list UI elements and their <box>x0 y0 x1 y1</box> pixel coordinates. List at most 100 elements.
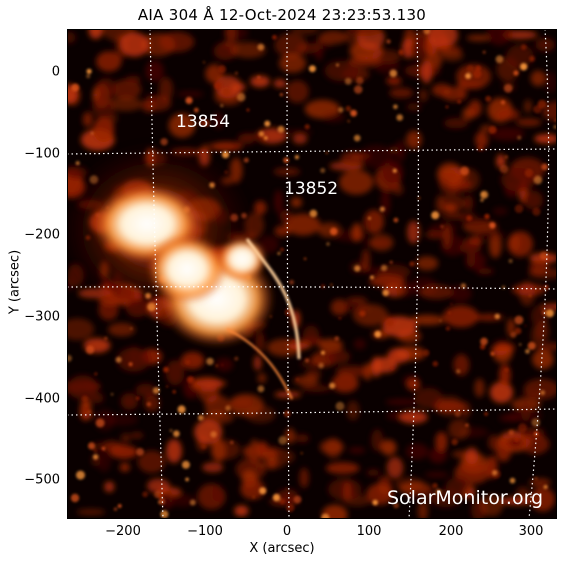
plasma-blob <box>101 29 136 42</box>
bright-point <box>257 43 265 51</box>
bright-point <box>285 488 288 490</box>
plasma-blob <box>229 157 243 184</box>
bright-point <box>529 294 532 297</box>
plasma-blob <box>361 248 371 272</box>
plasma-blob <box>331 373 359 393</box>
bright-point <box>320 168 326 173</box>
bright-point <box>198 414 204 421</box>
bright-point <box>534 477 538 480</box>
plasma-blob <box>492 207 508 215</box>
y-tick-label: −300 <box>24 309 60 325</box>
x-tick-label: 0 <box>282 524 292 539</box>
bright-point <box>472 69 482 79</box>
plasma-blob <box>346 400 360 421</box>
plasma-blob <box>285 213 321 236</box>
plasma-blob <box>255 331 265 353</box>
bright-point <box>533 175 543 185</box>
plasma-blob <box>385 398 419 406</box>
bright-point <box>519 343 522 346</box>
bright-point <box>163 366 169 373</box>
bright-point <box>85 345 95 355</box>
bright-point <box>257 385 265 393</box>
bright-point <box>218 65 227 73</box>
plasma-blob <box>92 95 114 119</box>
plasma-blob <box>437 194 466 213</box>
plasma-blob <box>290 29 320 36</box>
plasma-blob <box>498 496 534 506</box>
bright-point <box>230 440 234 445</box>
bright-point <box>146 402 151 407</box>
bright-point <box>338 107 344 113</box>
plasma-blob <box>191 376 223 392</box>
bright-point <box>90 131 94 135</box>
bright-point <box>115 356 122 363</box>
bright-point <box>514 204 524 213</box>
plasma-blob <box>96 449 112 473</box>
bright-point <box>263 136 268 140</box>
bright-point <box>237 93 246 102</box>
plasma-blob <box>346 296 368 305</box>
solar-image-canvas <box>67 29 557 519</box>
bright-point <box>490 351 495 356</box>
bright-point <box>529 55 535 62</box>
plasma-blob <box>429 222 459 235</box>
bright-point <box>185 96 193 105</box>
plasma-blob <box>476 268 494 275</box>
plasma-blob <box>342 481 352 501</box>
plasma-blob <box>448 285 472 303</box>
bright-point <box>393 104 398 110</box>
bright-point <box>318 362 324 369</box>
y-tick-label: −100 <box>24 146 60 162</box>
bright-point <box>482 50 486 54</box>
plasma-blob <box>314 37 324 61</box>
bright-point <box>417 196 421 200</box>
bright-point <box>368 216 371 220</box>
bright-point <box>539 251 549 260</box>
bright-point <box>532 207 541 216</box>
solar-image <box>67 29 557 519</box>
plasma-blob <box>253 355 262 371</box>
bright-point <box>214 81 223 90</box>
plasma-blob <box>443 117 469 129</box>
x-tick-label: 100 <box>356 524 382 539</box>
bright-point <box>234 71 238 75</box>
bright-point <box>110 393 114 396</box>
bright-point <box>272 35 277 40</box>
bright-point <box>500 100 506 105</box>
plasma-blob <box>196 434 208 452</box>
bright-point <box>309 209 318 218</box>
bright-point <box>88 410 92 414</box>
bright-point <box>258 131 265 137</box>
plasma-blob <box>386 456 404 479</box>
plasma-blob <box>349 42 384 61</box>
bright-point <box>264 120 271 127</box>
bright-point <box>222 88 231 97</box>
bright-point <box>508 259 513 263</box>
plasma-blob <box>158 77 173 102</box>
active-region-label: 13852 <box>284 179 339 199</box>
plasma-blob <box>82 111 93 128</box>
plasma-blob <box>278 53 307 73</box>
plasma-blob <box>242 445 253 458</box>
bright-point <box>277 125 285 133</box>
plasma-blob <box>135 383 156 397</box>
plasma-blob <box>319 439 344 455</box>
plasma-blob <box>459 242 482 254</box>
bright-point <box>524 324 527 327</box>
bright-point <box>435 489 442 495</box>
plasma-blob <box>240 479 265 500</box>
bright-point <box>335 401 345 411</box>
x-tick-label: 200 <box>438 524 464 539</box>
plasma-blob <box>381 159 404 185</box>
plasma-blob <box>496 108 520 121</box>
bright-point <box>326 242 330 246</box>
bright-point <box>484 213 490 220</box>
plasma-blob <box>422 488 441 504</box>
bright-point <box>460 283 466 289</box>
plasma-blob <box>351 223 363 242</box>
plasma-blob <box>486 29 513 46</box>
plasma-blob <box>386 76 402 85</box>
bright-point <box>201 444 207 450</box>
plasma-blob <box>93 117 115 143</box>
bright-point <box>466 65 474 73</box>
